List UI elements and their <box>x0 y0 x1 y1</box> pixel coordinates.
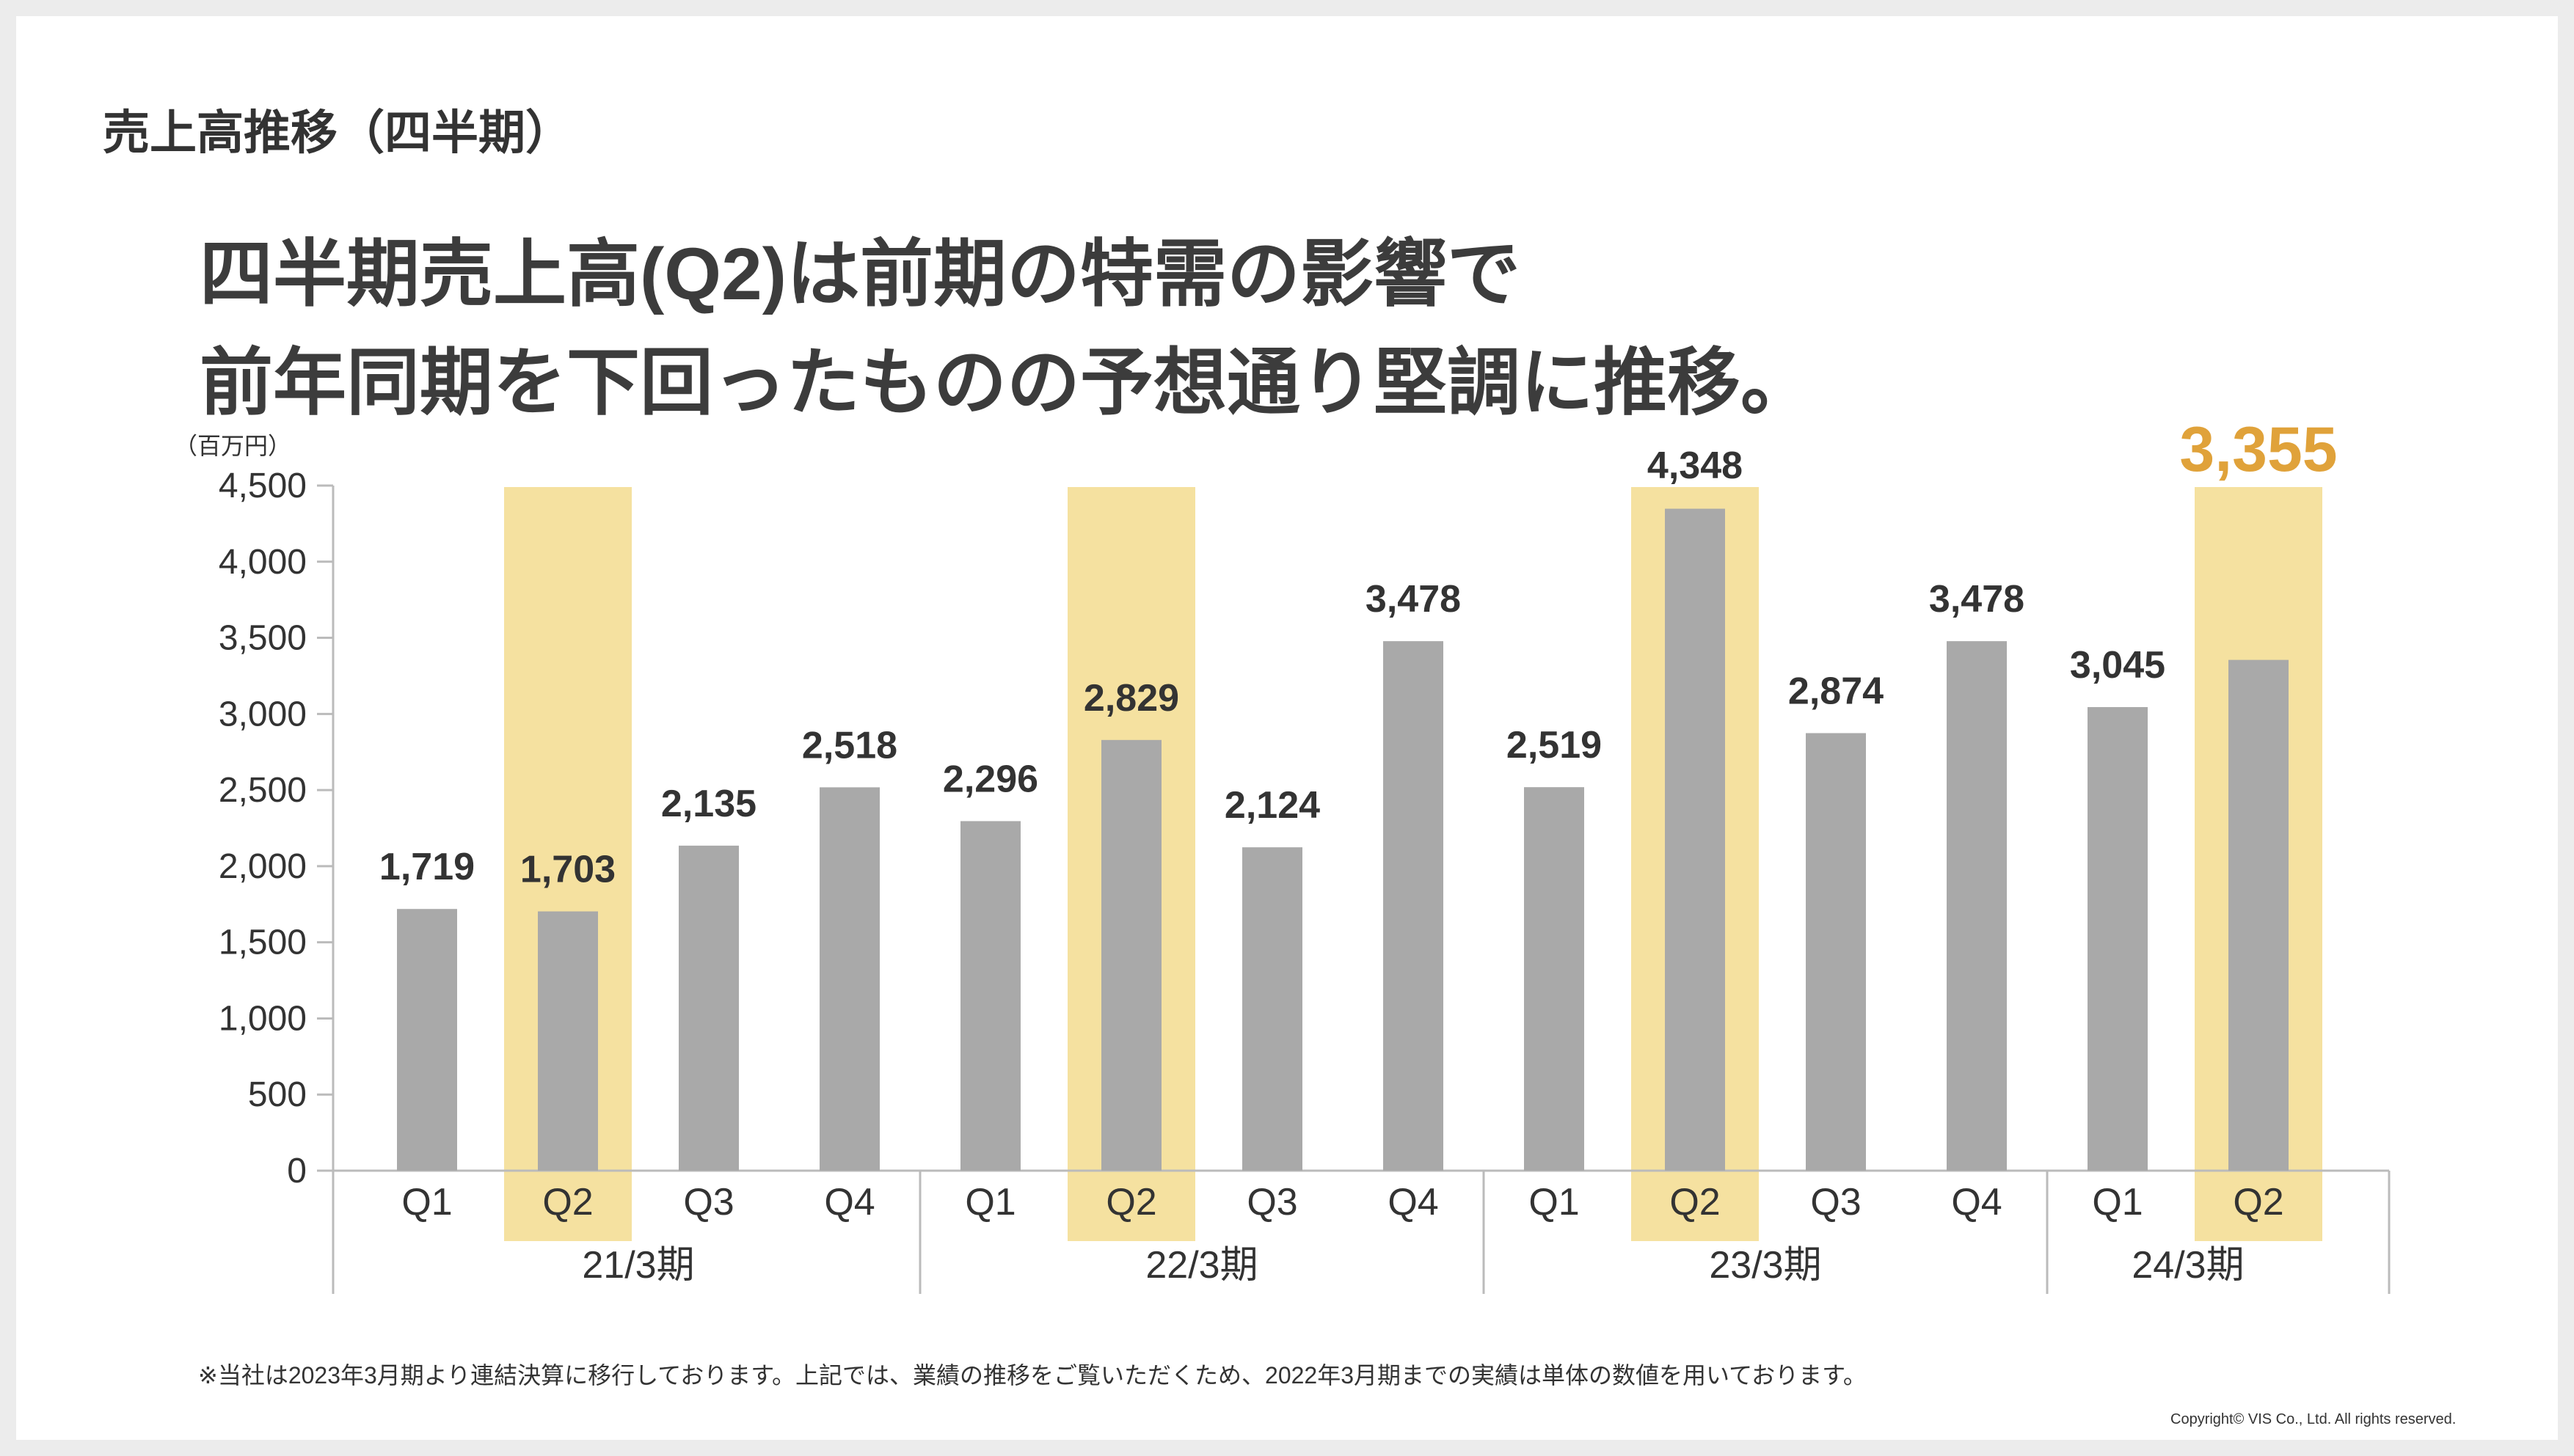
x-tick-label: Q1 <box>2092 1181 2143 1223</box>
data-label: 1,719 <box>379 846 475 888</box>
bar <box>960 821 1021 1171</box>
bar <box>397 909 457 1171</box>
copyright: Copyright© VIS Co., Ltd. All rights rese… <box>2170 1411 2457 1427</box>
y-tick-label: 2,000 <box>219 847 307 886</box>
x-tick-label: Q4 <box>824 1181 875 1223</box>
bar <box>1242 847 1302 1171</box>
x-tick-label: Q1 <box>1528 1181 1579 1223</box>
x-tick-label: Q2 <box>2233 1181 2283 1223</box>
bar <box>1383 641 1443 1171</box>
y-tick-label: 500 <box>248 1075 307 1114</box>
x-tick-label: Q2 <box>1669 1181 1720 1223</box>
x-tick-label: Q1 <box>401 1181 452 1223</box>
y-tick-label: 2,500 <box>219 771 307 810</box>
bar <box>679 845 739 1171</box>
bar <box>1947 641 2007 1171</box>
bar <box>2228 659 2289 1171</box>
revenue-bar-chart: （百万円） 0 500 1,000 1,500 2,000 2,500 3,000 3,500 4… <box>174 414 2391 1294</box>
group-label: 24/3期 <box>2132 1244 2244 1287</box>
group-label: 22/3期 <box>1145 1244 1258 1287</box>
data-label: 2,296 <box>943 758 1038 800</box>
headline-line-2: 前年同期を下回ったものの予想通り堅調に推移。 <box>200 342 1814 424</box>
y-tick-label: 3,500 <box>219 619 307 658</box>
data-label: 2,519 <box>1506 724 1602 767</box>
headline: 四半期売上高(Q2)は前期の特需の影響で 前年同期を下回ったものの予想通り堅調に… <box>200 220 1814 437</box>
x-tick-label: Q3 <box>683 1181 734 1223</box>
unit-label: （百万円） <box>174 433 291 459</box>
y-tick-label: 4,500 <box>219 467 307 505</box>
bar <box>1665 508 1725 1171</box>
x-tick-label: Q2 <box>542 1181 593 1223</box>
data-label: 2,135 <box>661 783 756 825</box>
y-tick-label: 4,000 <box>219 543 307 582</box>
bar <box>1524 787 1584 1171</box>
bar <box>1101 739 1162 1171</box>
bar <box>2088 706 2148 1171</box>
y-tick-label: 1,000 <box>219 999 307 1038</box>
x-tick-label: Q2 <box>1106 1181 1156 1223</box>
section-title: 売上高推移（四半期） <box>103 106 572 159</box>
footnote: ※当社は2023年3月期より連結決算に移行しております。上記では、業績の推移をご… <box>198 1362 1867 1389</box>
x-tick-label: Q4 <box>1388 1181 1438 1223</box>
x-tick-label: Q1 <box>965 1181 1016 1223</box>
y-tick-label: 3,000 <box>219 695 307 734</box>
data-label: 1,703 <box>520 849 616 891</box>
data-label: 2,124 <box>1225 784 1320 827</box>
bar <box>538 911 598 1171</box>
data-label: 2,518 <box>802 724 897 767</box>
headline-line-1: 四半期売上高(Q2)は前期の特需の影響で <box>200 233 1520 315</box>
x-tick-label: Q3 <box>1247 1181 1297 1223</box>
x-tick-label: Q4 <box>1951 1181 2002 1223</box>
group-label: 21/3期 <box>582 1244 694 1287</box>
bar <box>1806 733 1866 1171</box>
slide: 売上高推移（四半期） 四半期売上高(Q2)は前期の特需の影響で 前年同期を下回っ… <box>16 16 2558 1440</box>
bar <box>820 787 880 1171</box>
data-label: 2,874 <box>1788 670 1884 712</box>
data-label-highlight: 3,355 <box>2179 414 2337 485</box>
group-label: 23/3期 <box>1709 1244 1821 1287</box>
data-label: 2,829 <box>1084 677 1179 720</box>
data-label: 3,478 <box>1929 578 2024 621</box>
data-label: 3,045 <box>2070 644 2165 687</box>
data-label: 4,348 <box>1647 445 1743 487</box>
data-label: 3,478 <box>1366 578 1461 621</box>
y-tick-label: 1,500 <box>219 923 307 962</box>
y-tick-label: 0 <box>287 1152 307 1190</box>
x-tick-label: Q3 <box>1810 1181 1861 1223</box>
